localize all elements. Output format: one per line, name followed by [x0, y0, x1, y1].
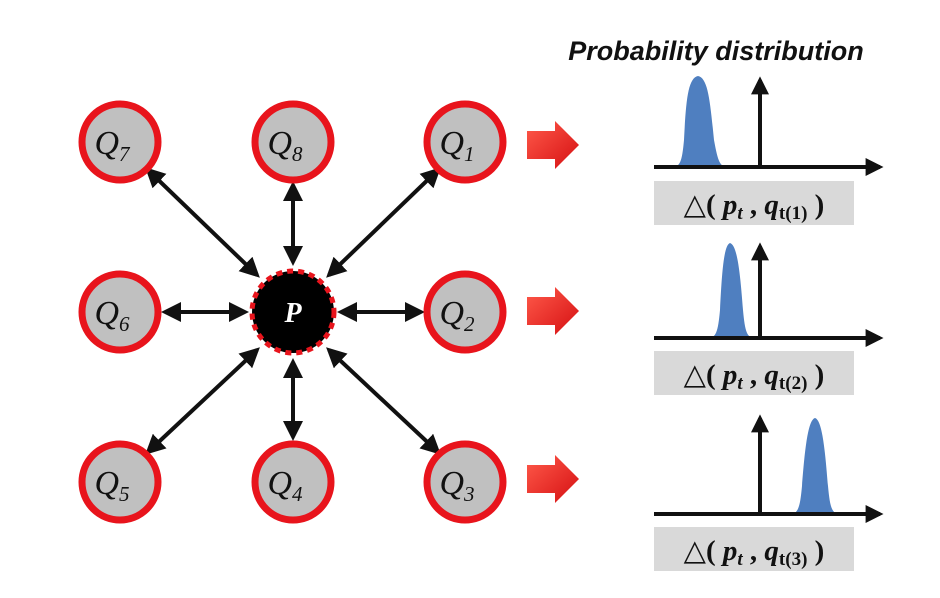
node-q4: Q4 — [251, 440, 335, 524]
delta-label: △( pt , qt(1) ) — [684, 189, 825, 224]
delta-label: △( pt , qt(3) ) — [684, 535, 825, 570]
node-q7: Q7 — [78, 100, 162, 184]
distribution-panel-3: △( pt , qt(3) ) — [654, 414, 884, 571]
red-arrow-icon — [527, 121, 579, 169]
edge-p-q5 — [145, 347, 260, 455]
node-q3-label: Q3 — [439, 465, 474, 506]
node-q1-label: Q1 — [439, 125, 474, 166]
node-q6: Q6 — [78, 270, 162, 354]
node-q5: Q5 — [78, 440, 162, 524]
edge-p-q3 — [326, 347, 441, 455]
delta-label-box — [654, 181, 854, 225]
node-q3: Q3 — [423, 440, 507, 524]
delta-label-box — [654, 527, 854, 571]
node-q2-label: Q2 — [439, 295, 475, 336]
connections — [145, 167, 441, 455]
node-p: P — [249, 268, 337, 356]
distribution-panel-2: △( pt , qt(2) ) — [654, 242, 884, 395]
distribution-curve — [775, 418, 852, 514]
delta-label-box — [654, 351, 854, 395]
edge-p-q7 — [145, 167, 260, 278]
node-q6-label: Q6 — [94, 295, 130, 336]
distribution-panel-1: △( pt , qt(1) ) — [654, 76, 884, 225]
node-q2: Q2 — [423, 270, 507, 354]
chart-title: Probability distribution — [568, 36, 864, 66]
red-arrow-icon — [527, 287, 579, 335]
distribution-curve — [700, 243, 770, 338]
node-q7-label: Q7 — [94, 125, 131, 166]
node-q1: Q1 — [423, 100, 507, 184]
edge-p-q1 — [326, 167, 441, 278]
node-q4-label: Q4 — [267, 465, 303, 506]
node-q5-label: Q5 — [94, 465, 129, 506]
red-arrow-icon — [527, 455, 579, 503]
node-p-label: P — [283, 298, 302, 329]
node-q8: Q8 — [251, 100, 335, 184]
delta-label: △( pt , qt(2) ) — [684, 359, 825, 394]
node-q8-label: Q8 — [267, 125, 303, 166]
distribution-curve — [654, 76, 740, 167]
